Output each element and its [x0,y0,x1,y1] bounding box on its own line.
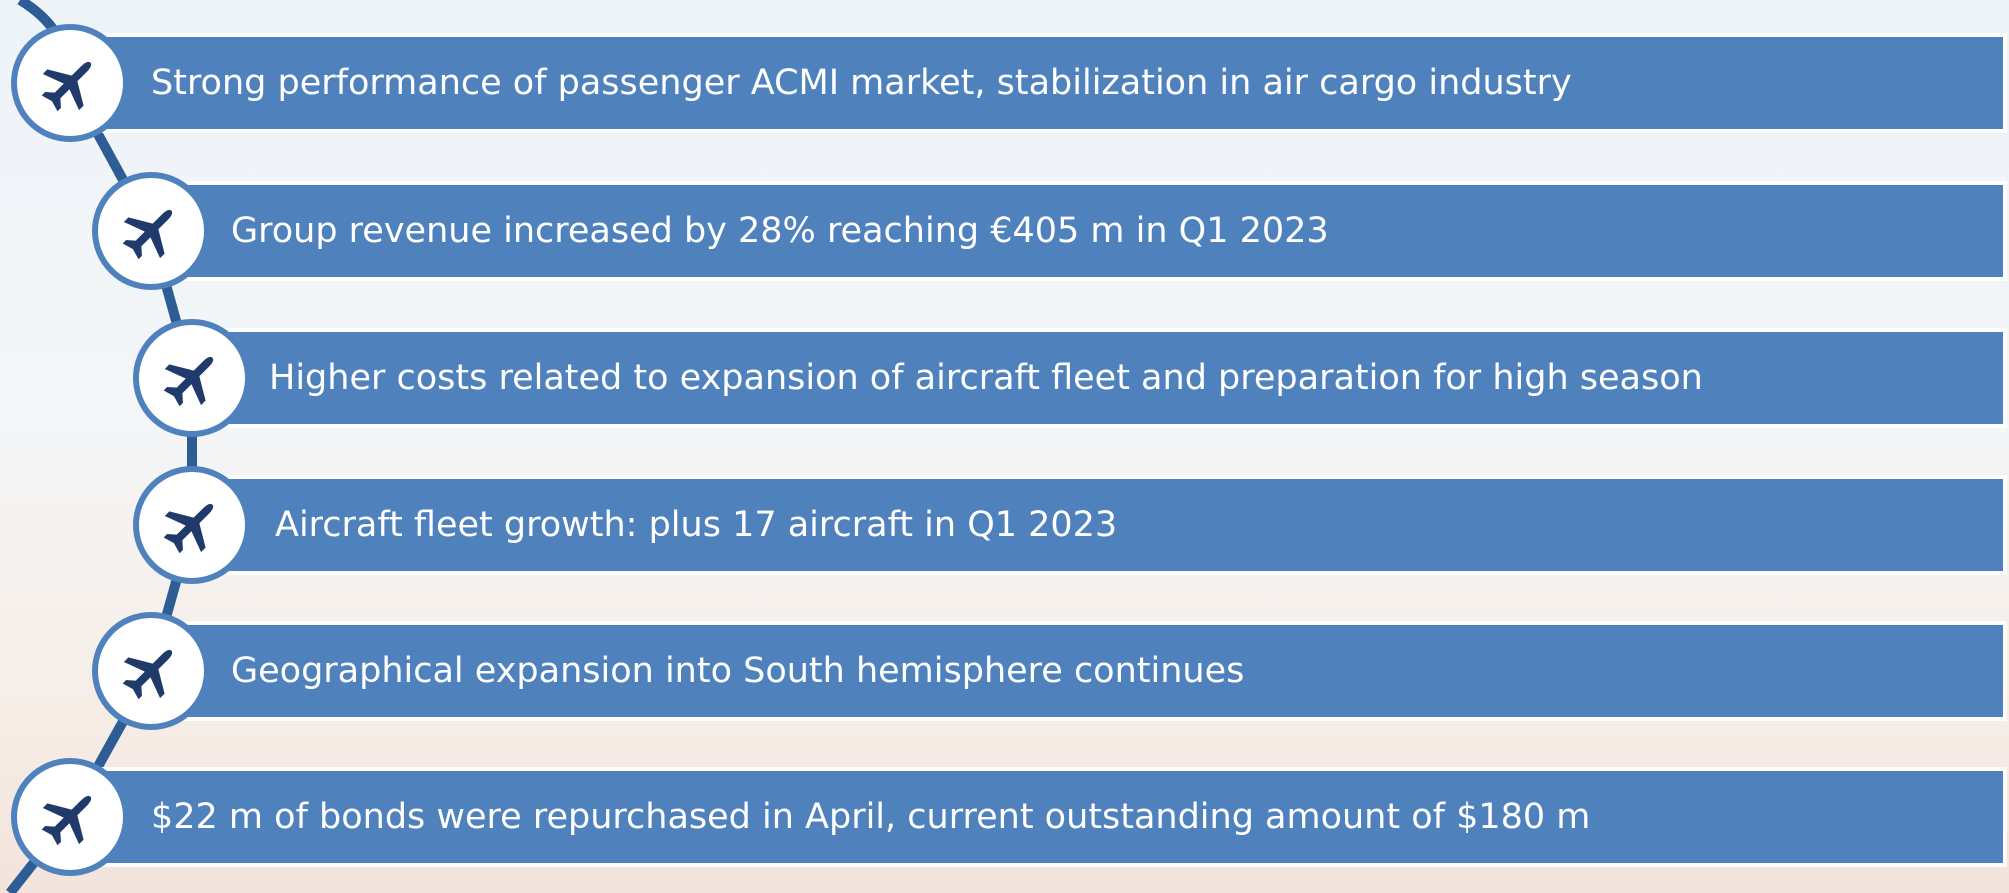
plane-icon [133,319,251,437]
item-text: Group revenue increased by 28% reaching … [231,211,1329,251]
item-bar: Aircraft fleet growth: plus 17 aircraft … [192,479,2003,571]
item-text: Strong performance of passenger ACMI mar… [151,63,1572,103]
plane-icon [133,466,251,584]
item-bar: Higher costs related to expansion of air… [192,332,2003,424]
item-text: Geographical expansion into South hemisp… [231,651,1245,691]
item-text: Higher costs related to expansion of air… [269,358,1703,398]
plane-icon [92,172,210,290]
item-bar: Group revenue increased by 28% reaching … [151,185,2003,277]
item-bar: $22 m of bonds were repurchased in April… [70,771,2003,863]
item-bar: Strong performance of passenger ACMI mar… [70,37,2003,129]
item-text: Aircraft fleet growth: plus 17 aircraft … [275,505,1118,545]
plane-icon [92,612,210,730]
plane-icon [11,24,129,142]
plane-icon [11,758,129,876]
item-text: $22 m of bonds were repurchased in April… [151,797,1591,837]
item-bar: Geographical expansion into South hemisp… [151,625,2003,717]
